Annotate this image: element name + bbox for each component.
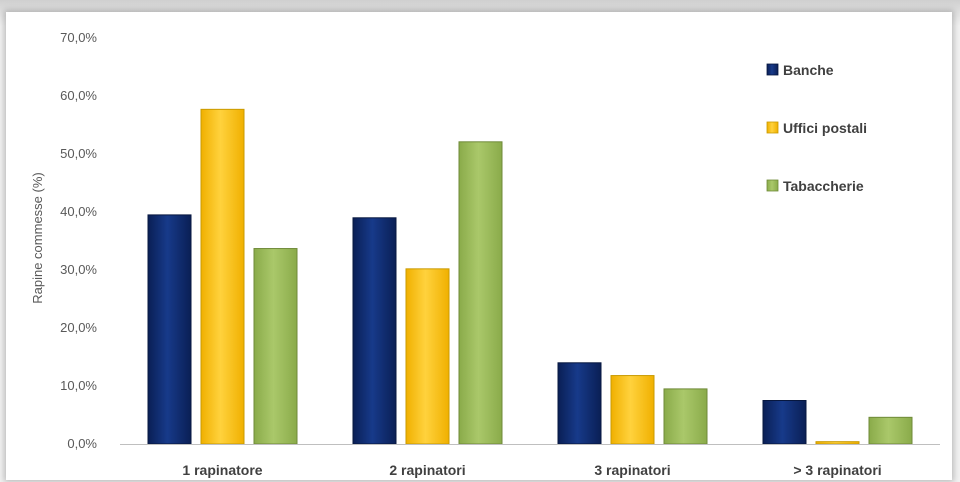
bar-uffici-postali-4 — [815, 441, 860, 445]
y-tick-label: 20,0% — [60, 320, 97, 335]
x-axis-labels: 1 rapinatore 2 rapinatori 3 rapinatori > 3 … — [182, 462, 881, 478]
bar-uffici-postali-3 — [610, 375, 655, 445]
legend-swatch-banche — [766, 63, 779, 76]
y-tick-label: 40,0% — [60, 204, 97, 219]
x-category-label: 3 rapinatori — [594, 462, 670, 478]
legend-label: Uffici postali — [783, 120, 867, 136]
y-tick-label: 30,0% — [60, 262, 97, 277]
bar-banche-2 — [352, 217, 397, 445]
bar-tabaccherie-3 — [663, 388, 708, 445]
bars-group — [147, 108, 913, 445]
bar-tabaccherie-1 — [253, 248, 298, 445]
y-tick-label: 50,0% — [60, 146, 97, 161]
legend-swatch-uffici-postali — [766, 121, 779, 134]
bar-banche-4 — [762, 400, 807, 445]
bar-uffici-postali-2 — [405, 268, 450, 445]
y-tick-label: 70,0% — [60, 30, 97, 45]
y-tick-label: 0,0% — [67, 436, 97, 451]
y-axis-title: Rapine commesse (%) — [30, 172, 45, 304]
bar-tabaccherie-4 — [868, 416, 913, 445]
x-category-label: 1 rapinatore — [182, 462, 262, 478]
bar-banche-1 — [147, 214, 192, 445]
y-tick-label: 60,0% — [60, 88, 97, 103]
bar-banche-3 — [557, 362, 602, 445]
legend-label: Tabaccherie — [783, 178, 864, 194]
x-category-label: 2 rapinatori — [389, 462, 465, 478]
legend-swatch-tabaccherie — [766, 179, 779, 192]
legend: Banche Uffici postali Tabaccherie — [766, 62, 867, 194]
bar-tabaccherie-2 — [458, 141, 503, 445]
y-tick-label: 10,0% — [60, 378, 97, 393]
bar-uffici-postali-1 — [200, 108, 245, 445]
legend-label: Banche — [783, 62, 834, 78]
y-axis-ticks: 0,0% 10,0% 20,0% 30,0% 40,0% 50,0% 60,0% 70,0% — [60, 30, 97, 451]
x-category-label: > 3 rapinatori — [793, 462, 881, 478]
